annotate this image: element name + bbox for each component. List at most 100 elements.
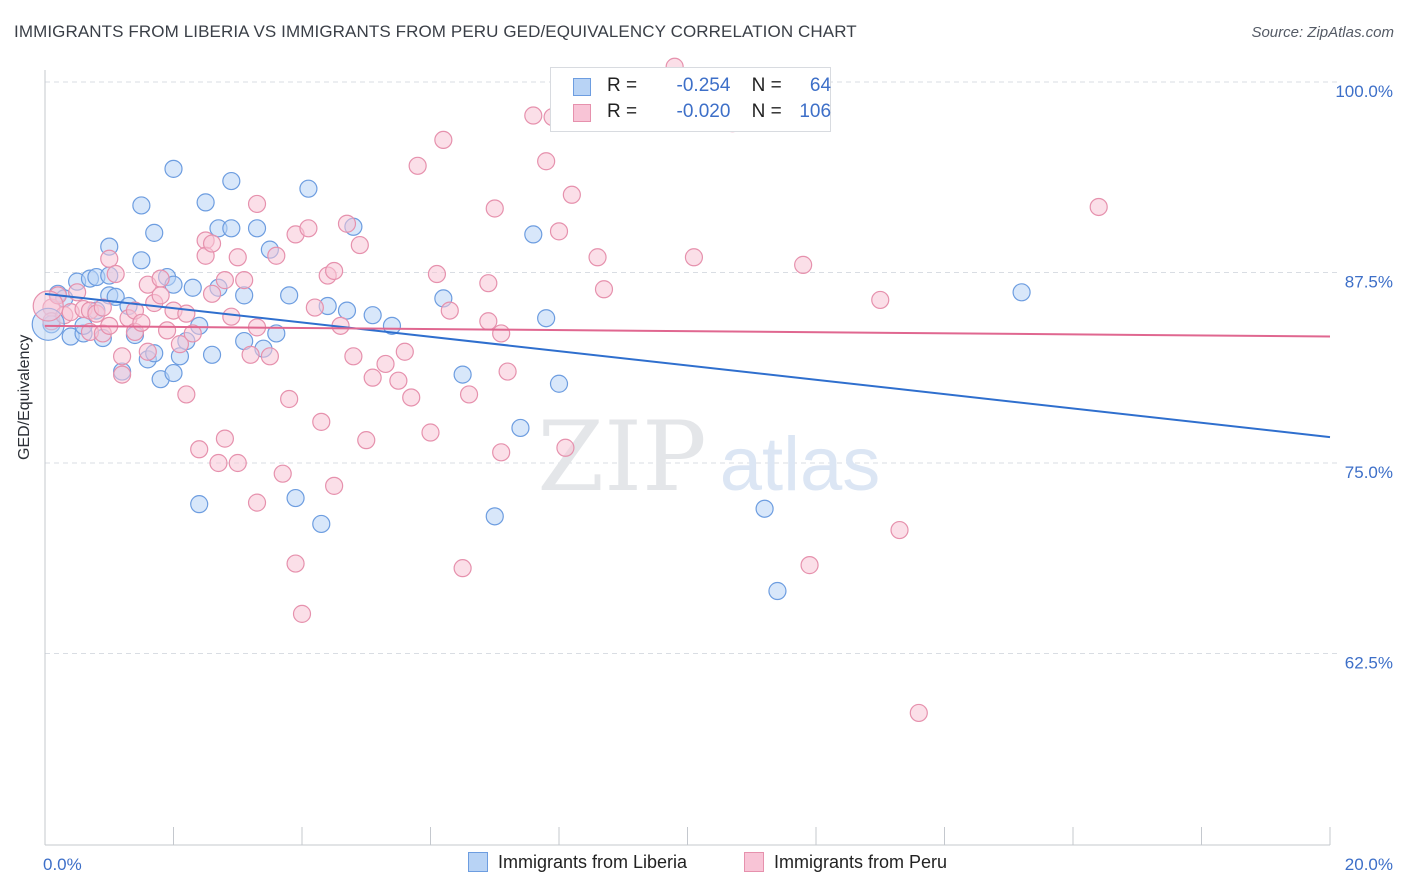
liberia-point <box>312 514 331 534</box>
liberia-point <box>768 581 787 601</box>
y-tick-label: 100.0% <box>1335 82 1393 101</box>
axes <box>44 70 1331 846</box>
peru-point <box>402 388 421 407</box>
liberia-point <box>755 499 774 518</box>
peru-point <box>190 440 209 459</box>
peru-point <box>215 429 234 448</box>
peru-point <box>363 368 382 387</box>
peru-point <box>170 335 190 354</box>
peru-point <box>247 493 267 512</box>
peru-point <box>132 313 151 332</box>
peru-point <box>260 347 279 366</box>
watermark: ZIP atlas <box>537 401 880 513</box>
peru-swatch <box>573 104 591 122</box>
liberia-point <box>202 345 222 364</box>
peru-trend-line <box>44 324 1331 338</box>
peru-point <box>325 261 344 281</box>
peru-point <box>1089 197 1108 217</box>
peru-point <box>138 342 157 361</box>
liberia-point <box>286 488 305 508</box>
peru-point <box>492 443 511 462</box>
liberia-trend-line <box>44 292 1331 439</box>
liberia-point <box>235 286 254 305</box>
peru-point <box>202 234 222 253</box>
liberia-point <box>363 306 382 325</box>
liberia-swatch <box>573 78 591 96</box>
peru-point <box>202 284 222 303</box>
peru-point <box>549 222 569 241</box>
liberia-point <box>382 316 402 335</box>
legend-item-liberia: Immigrants from Liberia <box>468 852 687 873</box>
liberia-point <box>196 193 215 212</box>
stats-legend: R = -0.254 N = 64 R = -0.020 N = 106 <box>550 67 831 132</box>
peru-point <box>800 556 819 575</box>
liberia-point <box>537 309 556 328</box>
liberia-point <box>222 171 241 191</box>
peru-point <box>228 453 247 473</box>
peru-point <box>440 301 459 320</box>
liberia-point <box>247 219 267 238</box>
n-value: 106 <box>799 101 832 122</box>
peru-point <box>32 290 64 322</box>
liberia-point <box>299 179 318 198</box>
peru-point <box>106 264 125 284</box>
liberia-point <box>524 225 543 244</box>
liberia-point <box>164 159 183 178</box>
peru-point <box>479 274 498 293</box>
peru-point <box>222 307 241 326</box>
liberia-legend-swatch <box>468 852 488 872</box>
peru-point <box>151 286 170 305</box>
peru-point <box>395 342 414 361</box>
liberia-point <box>183 278 202 297</box>
y-axis-label: GED/Equivalency <box>16 334 33 460</box>
peru-legend-swatch <box>744 852 764 872</box>
peru-point <box>112 365 132 384</box>
peru-point <box>357 431 376 450</box>
peru-point <box>498 362 517 381</box>
peru-point <box>485 199 504 218</box>
peru-point <box>492 324 511 343</box>
peru-point <box>434 130 453 150</box>
peru-point <box>157 321 177 340</box>
data-points <box>31 57 1108 723</box>
peru-point <box>267 246 286 265</box>
x-tick-label-min: 0.0% <box>43 855 82 874</box>
chart-title: IMMIGRANTS FROM LIBERIA VS IMMIGRANTS FR… <box>14 22 857 41</box>
peru-point <box>299 219 318 238</box>
peru-point <box>177 385 196 404</box>
r-label: R = <box>607 75 638 96</box>
r-label: R = <box>607 101 638 122</box>
peru-point <box>177 304 196 323</box>
peru-point <box>209 453 228 473</box>
peru-point <box>344 347 363 366</box>
liberia-point <box>337 301 357 320</box>
peru-point <box>479 312 498 331</box>
peru-point <box>453 559 472 578</box>
liberia-point <box>132 196 151 215</box>
peru-point <box>890 520 909 540</box>
n-label: N = <box>751 101 782 122</box>
n-value: 64 <box>809 75 832 96</box>
peru-point <box>305 298 324 317</box>
peru-point <box>871 290 890 310</box>
liberia-point <box>511 418 530 438</box>
peru-point <box>459 385 479 404</box>
source-label: Source: ZipAtlas.com <box>1251 24 1394 41</box>
peru-point <box>684 248 704 267</box>
y-tick-label: 62.5% <box>1345 654 1393 673</box>
peru-point <box>408 156 427 175</box>
peru-point <box>350 235 369 255</box>
liberia-point <box>145 223 164 242</box>
legend-item-peru: Immigrants from Peru <box>744 852 947 873</box>
peru-point <box>273 464 292 483</box>
peru-point <box>427 264 447 284</box>
peru-point <box>389 371 408 390</box>
liberia-point <box>222 219 241 238</box>
liberia-point <box>267 324 286 343</box>
trend-lines <box>44 292 1331 439</box>
liberia-point <box>485 507 504 526</box>
peru-point <box>228 248 247 267</box>
peru-point <box>794 255 813 274</box>
peru-point <box>337 214 357 233</box>
